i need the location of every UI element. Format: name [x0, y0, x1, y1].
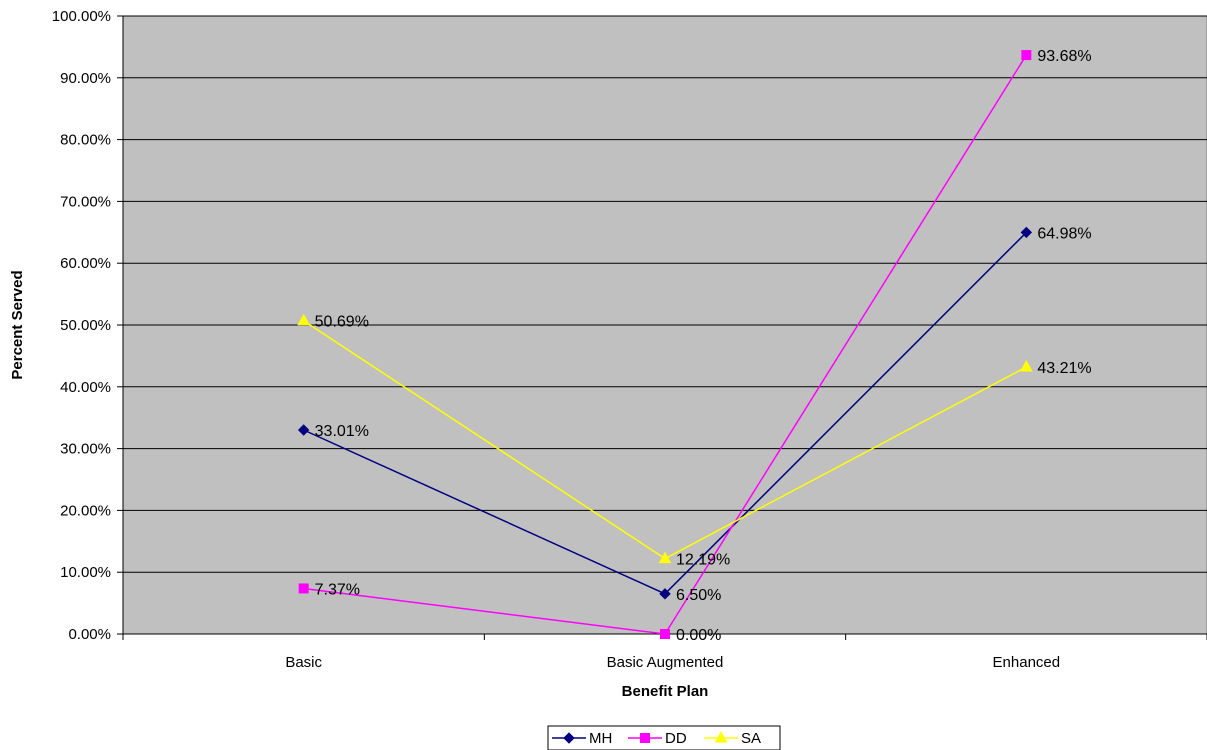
- series-mh: [297, 226, 1033, 600]
- y-tick-label: 90.00%: [60, 70, 111, 87]
- legend-item-mh: MH: [552, 730, 612, 747]
- y-tick-label: 20.00%: [60, 502, 111, 519]
- x-tick-label: Enhanced: [993, 654, 1061, 671]
- y-tick-label: 80.00%: [60, 132, 111, 149]
- series-sa: [297, 313, 1033, 564]
- data-point-mh: [297, 424, 310, 436]
- data-point-mh: [1020, 226, 1033, 239]
- y-tick-label: 30.00%: [60, 441, 111, 458]
- data-labels: 33.01% 6.50% 64.98% 7.37% 0.00% 93.68% 50.69% 1…: [315, 48, 1092, 644]
- series-dd: [298, 50, 1032, 639]
- data-point-sa: [1019, 359, 1033, 372]
- legend-label-mh: MH: [589, 730, 612, 747]
- data-point-mh: [659, 588, 671, 600]
- legend-item-dd: DD: [628, 730, 687, 747]
- y-tick-label: 60.00%: [60, 255, 111, 272]
- data-label-dd: 0.00%: [676, 627, 721, 644]
- legend: MH DD SA: [547, 725, 781, 750]
- legend-label-sa: SA: [741, 730, 761, 747]
- data-label-mh: 33.01%: [315, 423, 369, 440]
- x-tick-label: Basic: [285, 654, 322, 671]
- legend-item-sa: SA: [704, 730, 761, 747]
- data-label-dd: 7.37%: [315, 581, 360, 598]
- legend-marker-sa: [714, 730, 728, 743]
- data-point-dd: [298, 583, 309, 594]
- y-tick-label: 50.00%: [60, 317, 111, 334]
- data-label-mh: 64.98%: [1037, 225, 1091, 242]
- legend-marker-dd: [640, 733, 650, 743]
- data-label-sa: 12.19%: [676, 552, 730, 569]
- data-point-dd: [660, 629, 670, 639]
- data-label-sa: 50.69%: [315, 314, 369, 331]
- legend-label-dd: DD: [665, 730, 687, 747]
- gridlines: [123, 15, 1207, 573]
- data-label-dd: 93.68%: [1037, 48, 1091, 65]
- data-label-mh: 6.50%: [676, 587, 721, 604]
- legend-marker-mh: [563, 732, 575, 744]
- data-point-dd: [1021, 50, 1032, 61]
- data-label-sa: 43.21%: [1037, 360, 1091, 377]
- y-tick-label: 10.00%: [60, 564, 111, 581]
- y-tick-label: 100.00%: [52, 8, 111, 25]
- y-axis-title: Percent Served: [9, 270, 26, 379]
- y-tick-label: 70.00%: [60, 193, 111, 210]
- series-layer: [297, 50, 1033, 639]
- data-point-sa: [658, 551, 672, 564]
- x-axis-title: Benefit Plan: [622, 683, 709, 700]
- y-tick-label: 40.00%: [60, 379, 111, 396]
- x-tick-label: Basic Augmented: [607, 654, 724, 671]
- data-point-sa: [297, 313, 311, 326]
- legend-box: [547, 725, 781, 750]
- y-tick-label: 0.00%: [68, 626, 111, 643]
- x-axis-tick-labels: Basic Basic Augmented Enhanced: [285, 654, 1060, 671]
- y-axis-tick-labels: 0.00% 10.00% 20.00% 30.00% 40.00% 50.00% 60.00…: [52, 8, 111, 643]
